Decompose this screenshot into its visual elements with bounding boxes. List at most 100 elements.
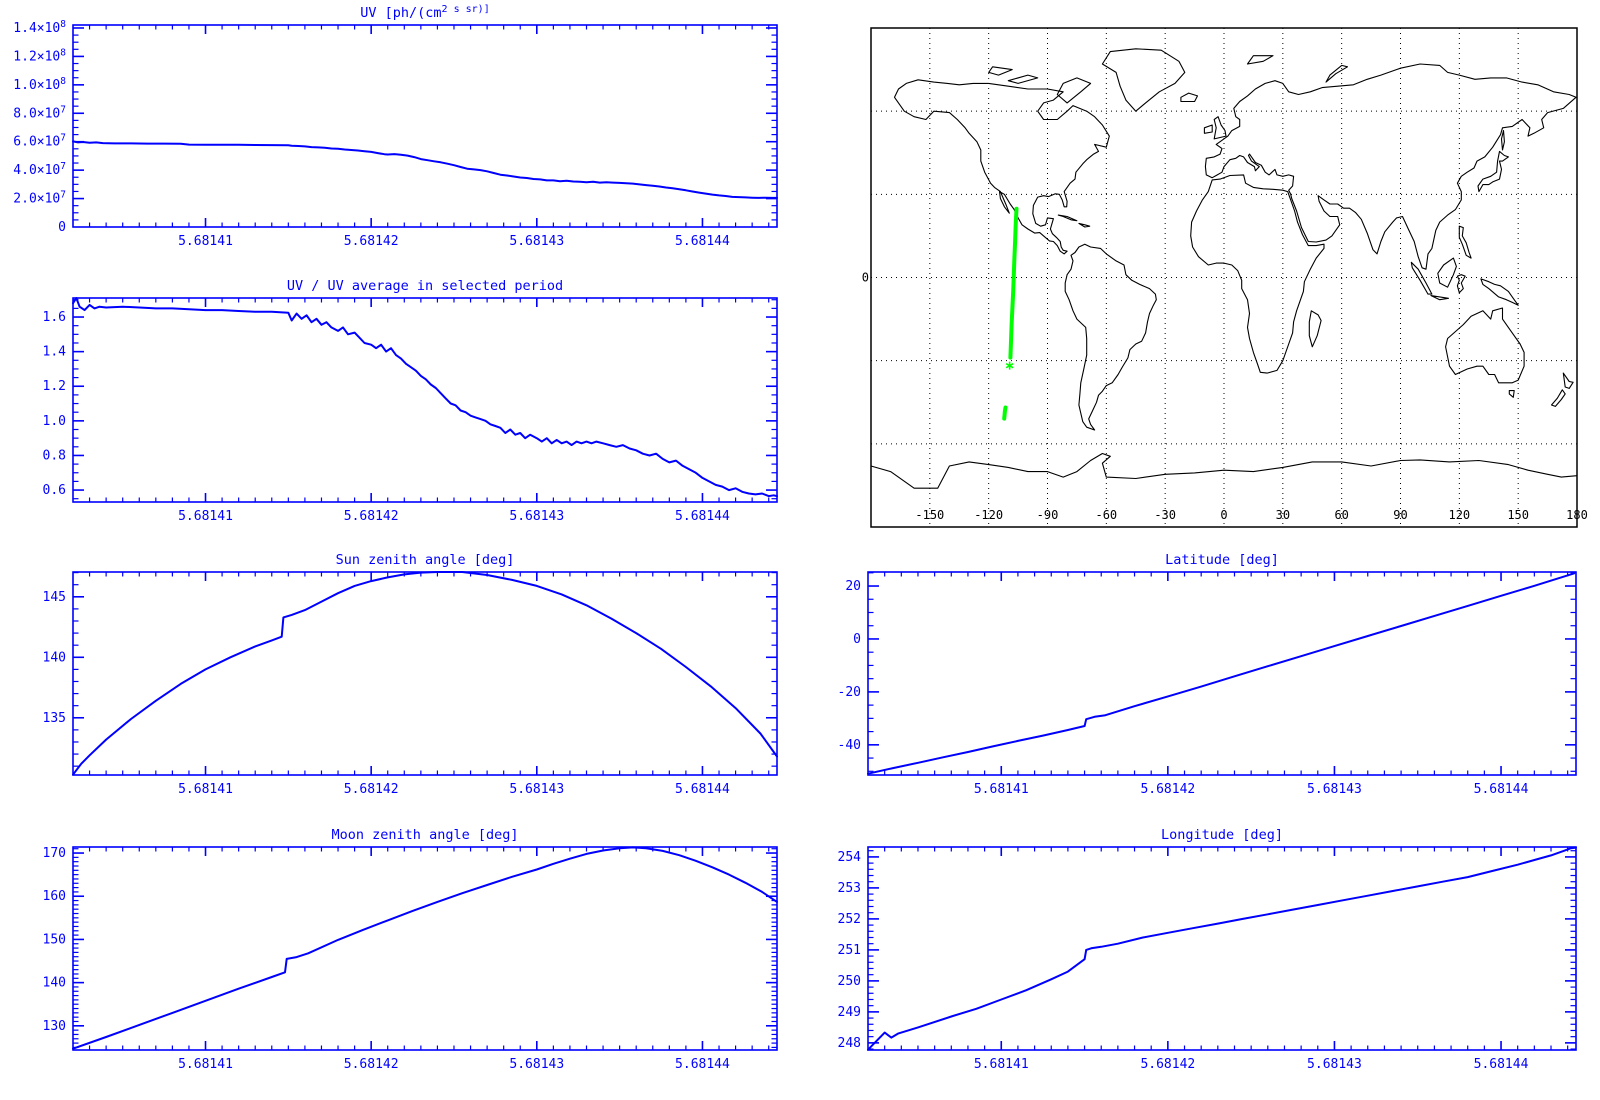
data-series xyxy=(72,571,778,776)
map-lon-label: -30 xyxy=(1154,508,1176,522)
y-tick-label: 0 xyxy=(853,632,861,647)
y-tick-label: 254 xyxy=(838,850,862,865)
map-lon-label: 0 xyxy=(1220,508,1227,522)
x-tick-label: 5.68141 xyxy=(178,782,233,797)
coastline-victoria_island xyxy=(1007,74,1039,84)
y-tick-label: 250 xyxy=(838,974,861,989)
coastline-uk xyxy=(1213,116,1227,140)
y-tick-label: -40 xyxy=(838,738,861,753)
axes-frame xyxy=(72,24,778,228)
map-lon-label: 60 xyxy=(1334,508,1348,522)
y-tick-label: 150 xyxy=(43,932,66,947)
axes-frame xyxy=(867,571,1577,776)
y-tick-label: 140 xyxy=(43,650,66,665)
x-tick-label: 5.68142 xyxy=(344,234,399,249)
map-lon-label: 90 xyxy=(1393,508,1407,522)
x-tick-label: 5.68141 xyxy=(178,1057,233,1072)
y-tick-label: 251 xyxy=(838,943,861,958)
map-lon-label: -120 xyxy=(974,508,1003,522)
uv-ratio-plot: 5.68141 5.68142 5.68143 5.68144 0.6 0.8 1.0 1.2… xyxy=(43,278,778,524)
y-tick-label: 1.2 xyxy=(43,379,66,394)
coastline-iceland xyxy=(1180,92,1199,103)
coastline-philippines xyxy=(1458,225,1472,259)
y-tick-label: 4.0×107 xyxy=(13,161,66,178)
coastline-ireland xyxy=(1203,124,1213,134)
y-tick-label: 1.6 xyxy=(43,310,66,325)
x-tick-label: 5.68143 xyxy=(1307,782,1362,797)
coastline-hispaniola xyxy=(1078,222,1091,228)
ground-track-map: -150 -120 -90 -60 -30 0 30 60 90 120 150 180 0 xyxy=(862,27,1588,528)
x-tick-label: 5.68143 xyxy=(509,234,564,249)
map-lat-label: 0 xyxy=(862,271,869,285)
coastline-new_guinea xyxy=(1480,278,1519,306)
x-tick-label: 5.68143 xyxy=(509,782,564,797)
sun-zenith-plot: 5.68141 5.68142 5.68143 5.68144 135 140 145 Sun… xyxy=(43,552,778,797)
coastline-cuba xyxy=(1057,214,1078,222)
x-tick-label: 5.68142 xyxy=(344,782,399,797)
y-tick-label: 1.0 xyxy=(43,414,66,429)
x-tick-label: 5.68144 xyxy=(675,234,730,249)
map-lon-label: 150 xyxy=(1507,508,1529,522)
x-tick-label: 5.68141 xyxy=(974,782,1029,797)
axes-frame xyxy=(72,846,778,1051)
coastline-java xyxy=(1430,294,1450,301)
plot-title: Latitude [deg] xyxy=(1165,552,1279,568)
coastline-tasmania xyxy=(1508,390,1515,398)
data-series xyxy=(867,846,1577,1051)
longitude-plot: 5.68141 5.68142 5.68143 5.68144 248 249 250 251… xyxy=(838,827,1577,1072)
x-tick-label: 5.68144 xyxy=(675,1057,730,1072)
coastline-africa xyxy=(1190,174,1325,374)
coastline-sumatra xyxy=(1410,261,1433,295)
coastline-eurasia xyxy=(1204,63,1577,270)
moon-zenith-plot: 5.68141 5.68142 5.68143 5.68144 130 140 150 160… xyxy=(43,827,778,1072)
y-tick-label: 1.0×108 xyxy=(13,76,66,93)
y-tick-label: 20 xyxy=(845,579,861,594)
y-tick-label: 135 xyxy=(43,711,66,726)
coastline-new_zealand_north xyxy=(1562,372,1574,389)
map-lon-label: -60 xyxy=(1095,508,1117,522)
y-tick-label: 0.6 xyxy=(43,483,66,498)
x-tick-label: 5.68144 xyxy=(1474,782,1529,797)
y-tick-label: 2.0×107 xyxy=(13,190,66,207)
x-tick-label: 5.68141 xyxy=(974,1057,1029,1072)
y-tick-label: 160 xyxy=(43,889,66,904)
y-tick-label: 252 xyxy=(838,912,861,927)
data-series xyxy=(72,846,778,1050)
coastline-greenland xyxy=(1101,48,1186,112)
y-tick-label: 0 xyxy=(58,220,66,235)
coastline-sulawesi xyxy=(1456,274,1466,294)
x-tick-label: 5.68142 xyxy=(344,509,399,524)
plot-title: UV [ph/(cm2 s sr)] xyxy=(360,4,489,21)
y-tick-label: 0.8 xyxy=(43,448,66,463)
y-tick-label: 1.4×108 xyxy=(13,19,66,36)
map-lon-label: -90 xyxy=(1037,508,1059,522)
coastline-new_zealand_south xyxy=(1550,389,1566,407)
coastline-borneo xyxy=(1437,257,1457,288)
coastline-japan xyxy=(1477,150,1509,193)
axes-frame xyxy=(867,846,1577,1051)
y-tick-label: 130 xyxy=(43,1019,66,1034)
uv-plot: 5.68141 5.68142 5.68143 5.68144 0 2.0×107 4.0×… xyxy=(13,4,778,249)
x-tick-label: 5.68142 xyxy=(344,1057,399,1072)
y-tick-label: 249 xyxy=(838,1005,861,1020)
y-tick-label: 1.2×108 xyxy=(13,47,66,64)
coastline-novaya_zemlya xyxy=(1325,64,1349,83)
x-tick-label: 5.68144 xyxy=(1474,1057,1529,1072)
coastline-baffin xyxy=(1056,77,1092,104)
y-tick-label: 140 xyxy=(43,976,66,991)
x-tick-label: 5.68144 xyxy=(675,782,730,797)
ground-track-south xyxy=(1002,405,1008,421)
y-tick-label: 1.4 xyxy=(43,345,67,360)
y-tick-label: 8.0×107 xyxy=(13,104,66,121)
map-lon-label: 120 xyxy=(1448,508,1470,522)
ground-track-main xyxy=(1008,206,1019,360)
data-series xyxy=(72,140,778,199)
coastline-madagascar xyxy=(1308,310,1322,348)
plot-title: Sun zenith angle [deg] xyxy=(336,552,515,568)
data-series xyxy=(72,297,778,498)
coastline-antarctica xyxy=(870,452,1578,489)
x-tick-label: 5.68141 xyxy=(178,234,233,249)
coastline-south_america xyxy=(1064,243,1157,431)
